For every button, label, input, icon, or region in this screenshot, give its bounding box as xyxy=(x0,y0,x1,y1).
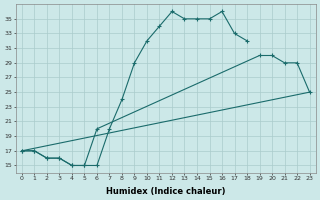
X-axis label: Humidex (Indice chaleur): Humidex (Indice chaleur) xyxy=(106,187,226,196)
